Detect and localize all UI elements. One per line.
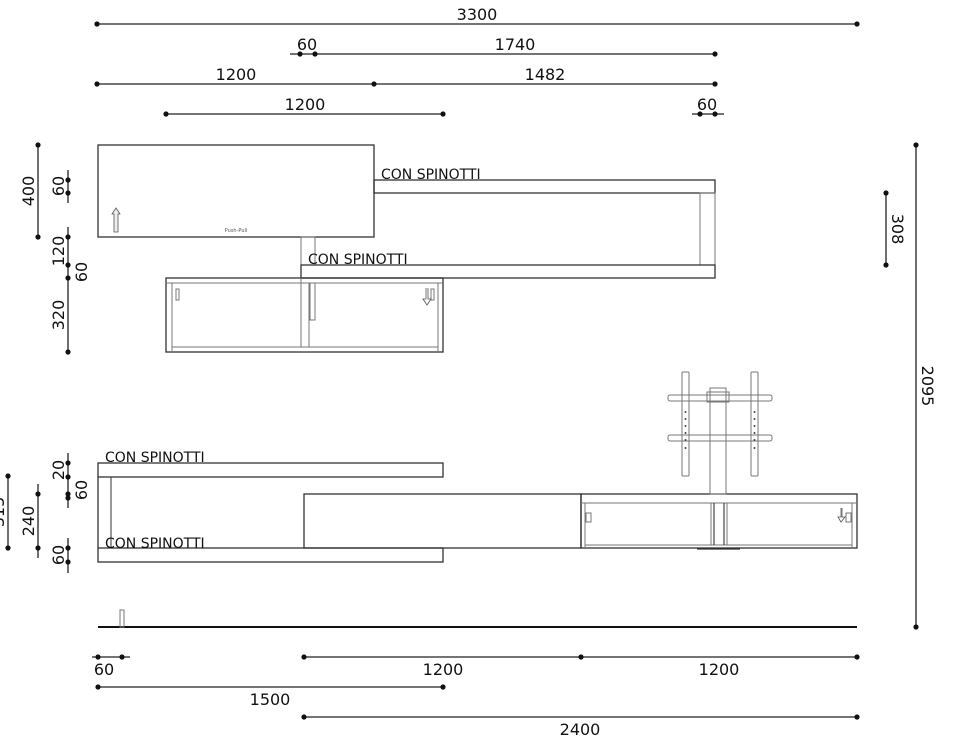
dimension-top-total: 3300 [94, 5, 860, 27]
shelf-lower-bottom: CON SPINOTTI [97, 536, 444, 563]
dimension-label: 60 [72, 480, 91, 500]
shelf-middle: CON SPINOTTI [300, 236, 716, 279]
dimension-label: 1482 [525, 65, 566, 84]
arrow-up-icon [111, 207, 121, 233]
dimension-bottom-row2: 1500 [95, 684, 446, 709]
dimension-label: 60 [49, 545, 68, 565]
con-spinotti-label: CON SPINOTTI [105, 450, 205, 466]
dimension-label: 3300 [457, 5, 498, 24]
dimension-label: 2400 [560, 720, 601, 739]
shelf-upper: CON SPINOTTI [373, 167, 716, 266]
dimension-label: 1200 [216, 65, 257, 84]
dimension-label: 315 [0, 497, 8, 528]
dimension-left-lower: 20 60 240 60 315 [0, 453, 91, 573]
con-spinotti-label: CON SPINOTTI [308, 252, 408, 268]
dimension-label: 60 [72, 262, 91, 282]
dimension-right-total: 2095 [913, 142, 937, 630]
dimension-label: 20 [49, 460, 68, 480]
shelf-lower-top: CON SPINOTTI [97, 450, 444, 478]
push-pull-label: Push-Pull [225, 228, 248, 234]
dimension-top-row3: 1200 1482 [94, 65, 718, 87]
dimension-label: 1200 [285, 95, 326, 114]
dimension-label: 60 [297, 35, 317, 54]
dimension-left-upper: 400 60 120 60 320 [19, 142, 91, 355]
dimension-label: 1200 [423, 660, 464, 679]
wall-cabinet-push-pull: Push-Pull [97, 144, 375, 238]
dimension-label: 400 [19, 176, 38, 207]
side-panel [97, 477, 112, 548]
dimension-label: 1500 [250, 690, 291, 709]
base-cabinet-left [303, 493, 582, 549]
arrow-down-icon [837, 508, 846, 523]
dimension-top-row4: 1200 60 [163, 95, 724, 117]
dimension-bottom-row1: 60 1200 1200 [92, 654, 860, 679]
dimension-label: 1740 [495, 35, 536, 54]
dimension-label: 120 [49, 236, 68, 267]
dimension-label: 60 [94, 660, 114, 679]
dimension-bottom-row3: 2400 [301, 714, 860, 739]
lower-hanging-cabinet [165, 277, 444, 353]
con-spinotti-label: CON SPINOTTI [105, 536, 205, 552]
dimension-label: 308 [888, 214, 907, 245]
dimension-label: 1200 [699, 660, 740, 679]
tv-stand-bracket [667, 371, 773, 495]
arrow-down-icon [422, 288, 432, 306]
dimension-top-row2: 60 1740 [290, 35, 718, 57]
base-cabinet-right [580, 493, 858, 550]
con-spinotti-label: CON SPINOTTI [381, 167, 481, 183]
dimension-right-shelf: 308 [883, 190, 907, 268]
dimension-label: 60 [49, 176, 68, 196]
dimension-label: 240 [19, 506, 38, 537]
dimension-label: 320 [49, 300, 68, 331]
dimension-label: 60 [697, 95, 717, 114]
floor-line [98, 609, 857, 628]
dimension-label: 2095 [918, 366, 937, 407]
